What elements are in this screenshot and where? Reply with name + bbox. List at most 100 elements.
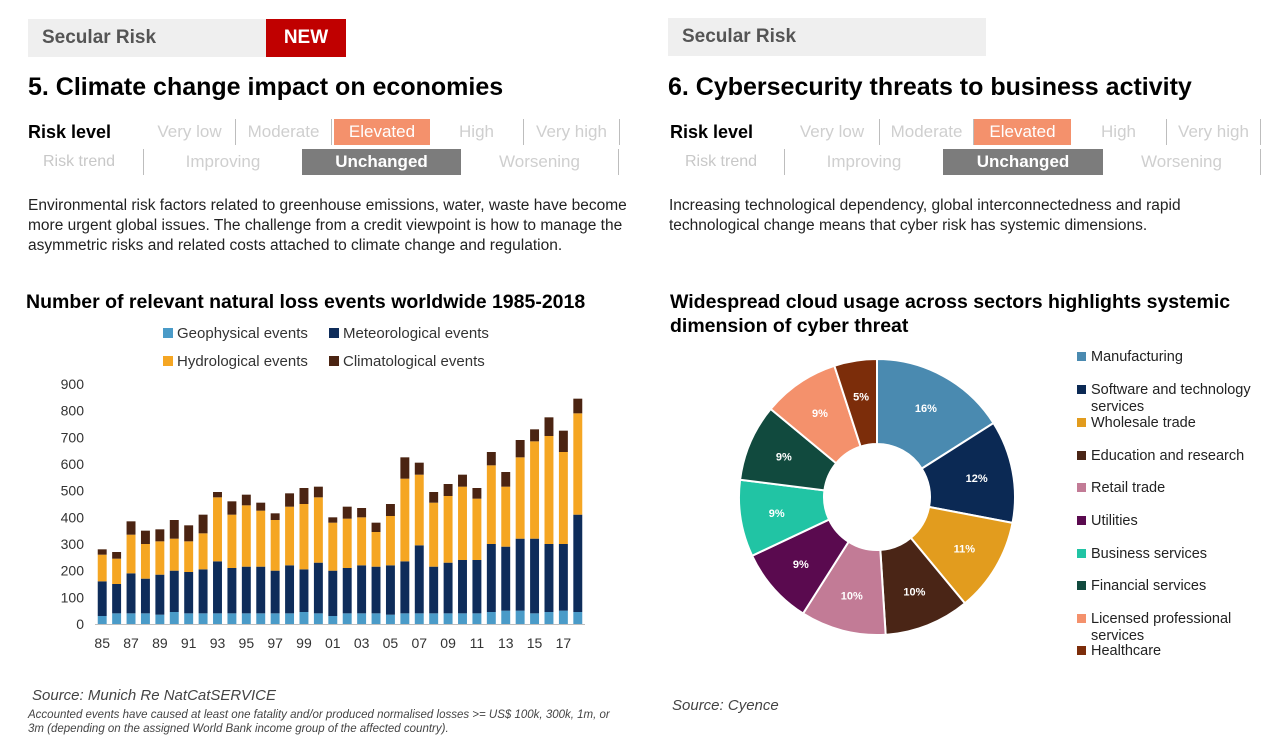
y-tick-label: 100 — [61, 589, 85, 605]
bar-segment — [342, 518, 352, 568]
bar-segment — [198, 533, 208, 570]
bar-segment — [443, 562, 453, 614]
description-right: Increasing technological dependency, glo… — [669, 197, 1181, 234]
bar-segment — [357, 508, 367, 518]
bar-segment — [486, 465, 496, 544]
bar-segment — [256, 502, 266, 511]
bar-segment — [198, 514, 208, 534]
slice-label: 9% — [776, 452, 792, 464]
bar-segment — [573, 413, 583, 515]
bar-segment — [342, 568, 352, 614]
bar-segment — [458, 613, 467, 624]
bar-segment — [486, 452, 496, 466]
bar-segment — [558, 544, 568, 611]
legend-label: Utilities — [1091, 513, 1138, 529]
slice-label: 9% — [769, 508, 785, 520]
bar-segment — [285, 493, 295, 507]
risk-level-label: Risk level — [28, 122, 112, 142]
x-tick-label: 13 — [498, 635, 514, 651]
bar-segment — [573, 612, 583, 624]
y-tick-label: 600 — [61, 456, 85, 472]
bar-segment — [544, 612, 554, 624]
legend-swatch — [163, 328, 173, 338]
risk-trend-worsening: Worsening — [461, 149, 619, 175]
bar-chart: 0 100 200 300 400 500 600 700 800 900 85 87 89 91 93 95… — [61, 376, 585, 651]
bar-segment — [530, 441, 540, 539]
bar-segment — [126, 613, 136, 624]
bar-segment — [328, 522, 338, 571]
bar-segment — [169, 570, 179, 612]
legend-geophysical: Geophysical events — [163, 325, 308, 342]
legend-swatch — [1077, 352, 1086, 361]
bar-segment — [443, 484, 453, 496]
bar-segment — [112, 613, 122, 624]
legend-climatological: Climatological events — [329, 353, 485, 370]
legend-swatch — [1077, 483, 1086, 492]
legend-swatch — [1077, 614, 1086, 623]
bar-segment — [414, 613, 424, 624]
bar-segment — [400, 613, 410, 624]
bar-segment — [371, 613, 381, 624]
risk-level-very-high-right: Very high — [1167, 119, 1261, 145]
slice-label: 11% — [954, 544, 976, 556]
bar-segment — [213, 497, 222, 562]
legend-label: Licensed professional services — [1091, 611, 1232, 644]
bar-segment — [184, 572, 194, 614]
legend-swatch — [1077, 451, 1086, 460]
secular-risk-tag: Secular Risk — [28, 19, 266, 57]
bar-segment — [328, 517, 338, 523]
legend-label: Geophysical events — [177, 325, 308, 342]
bar-segment — [112, 558, 122, 584]
bar-segment — [371, 532, 381, 567]
chart-source: Source: Munich Re NatCatSERVICE — [32, 687, 276, 704]
bar-segment — [227, 613, 237, 624]
y-tick-label: 400 — [61, 509, 85, 525]
bar-segment — [313, 497, 323, 563]
slice-label: 10% — [903, 586, 925, 598]
bar-segment — [472, 613, 482, 624]
bar-segment — [313, 486, 323, 498]
bar-segment — [558, 430, 568, 452]
x-tick-label: 01 — [325, 635, 341, 651]
bar-segment — [429, 613, 439, 624]
bar-segment — [97, 554, 107, 582]
bar-segment — [299, 569, 309, 612]
legend-swatch — [329, 328, 339, 338]
legend-swatch — [163, 356, 173, 366]
bar-segment — [515, 457, 525, 539]
legend-label: Business services — [1091, 546, 1208, 562]
risk-trend-worsening-right: Worsening — [1103, 149, 1261, 175]
risk-trend-improving: Improving — [185, 152, 261, 171]
bar-segment — [126, 534, 136, 574]
bar-segment — [515, 440, 525, 458]
bar-segment — [443, 613, 453, 624]
new-tag: NEW — [266, 19, 346, 57]
y-tick-label: 300 — [61, 536, 85, 552]
slice-label: 9% — [793, 559, 809, 571]
bar-segment — [515, 610, 525, 624]
chart-title-right: Widespread cloud usage across sectors hi… — [670, 291, 1231, 337]
bar-segment — [184, 525, 194, 542]
bar-segment — [155, 614, 165, 624]
legend-swatch — [1077, 385, 1086, 394]
bar-segment — [97, 581, 107, 616]
bar-segment — [414, 545, 424, 614]
bar-segment — [357, 565, 367, 614]
bar-segment — [299, 612, 309, 624]
chart-footnote: Accounted events have caused at least on… — [28, 709, 610, 735]
y-tick-label: 500 — [61, 483, 85, 499]
legend-swatch — [1077, 581, 1086, 590]
bar-segment — [227, 568, 237, 614]
risk-level-high-right: High — [1071, 119, 1167, 145]
bar-segment — [530, 429, 540, 442]
x-tick-label: 05 — [383, 635, 399, 651]
bar-segment — [313, 562, 323, 614]
bar-segment — [544, 436, 554, 544]
description: Environmental risk factors related to gr… — [28, 197, 627, 254]
bar-segment — [400, 457, 410, 479]
legend-label: Manufacturing — [1091, 349, 1183, 365]
page-title: 5. Climate change impact on economies — [28, 73, 504, 101]
bar-segment — [270, 613, 280, 624]
bar-segment — [414, 462, 424, 475]
legend-hydrological: Hydrological events — [163, 353, 308, 370]
